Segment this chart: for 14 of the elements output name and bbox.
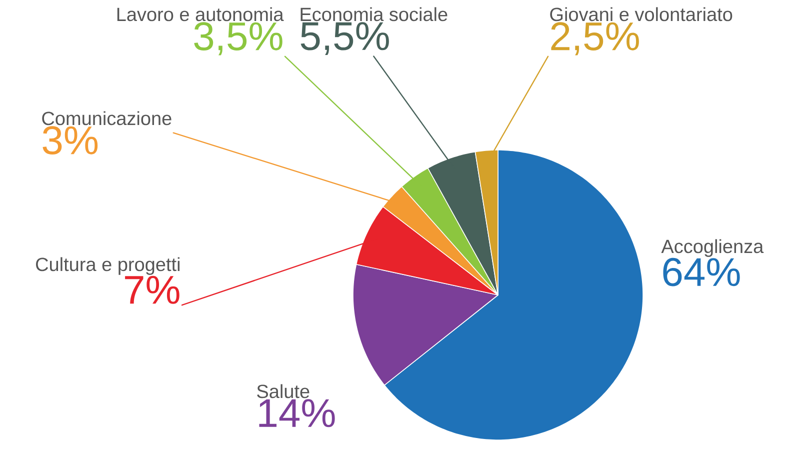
slice-label: Comunicazione (42, 111, 172, 126)
data-label: 3% (42, 126, 98, 154)
slice-label: Lavoro e autonomia (117, 7, 284, 22)
data-label: 64% (663, 258, 740, 286)
slice-label: Giovani e volontariato (550, 7, 732, 22)
slice-label: Economia sociale (300, 7, 448, 22)
data-label: 7% (125, 276, 180, 304)
data-label: 14% (259, 399, 335, 428)
data-label: 5,5% (300, 22, 389, 56)
slice-label: Accoglienza (661, 239, 764, 257)
slice-label: Salute (257, 384, 310, 398)
data-label: 3,5% (194, 22, 282, 56)
slice-label: Cultura e progetti (36, 257, 180, 275)
data-label: 2,5% (551, 22, 639, 56)
